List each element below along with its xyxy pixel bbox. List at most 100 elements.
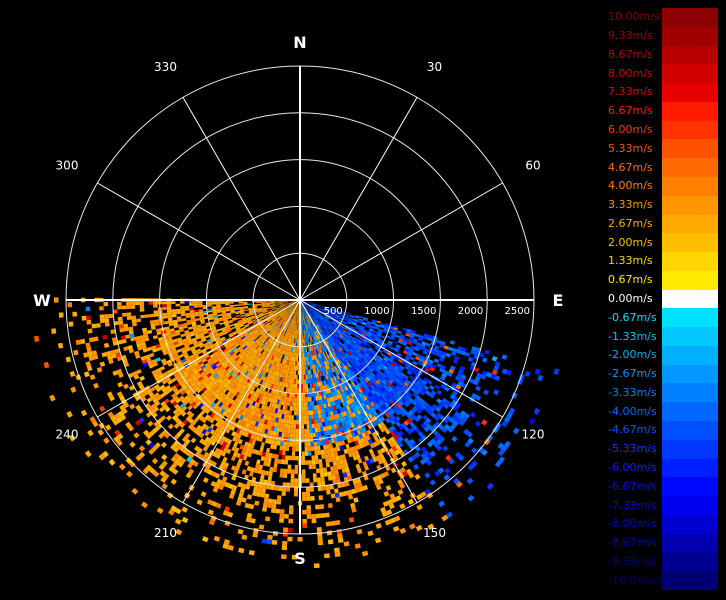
velocity-cell [301, 433, 305, 438]
velocity-cell [285, 401, 289, 406]
velocity-cell [236, 428, 241, 434]
velocity-cell [344, 316, 350, 319]
velocity-cell [286, 346, 289, 351]
velocity-cell [75, 339, 81, 346]
velocity-cell [287, 423, 291, 429]
velocity-cell [149, 352, 155, 358]
velocity-cell [224, 481, 230, 488]
velocity-cell [297, 302, 299, 308]
velocity-cell [296, 329, 298, 335]
velocity-cell [356, 394, 361, 400]
velocity-cell [264, 419, 268, 425]
velocity-cell [377, 417, 383, 424]
velocity-cell [277, 316, 281, 320]
velocity-cell [377, 449, 383, 455]
velocity-cell [272, 324, 277, 329]
velocity-cell [344, 400, 349, 406]
velocity-cell [293, 315, 296, 321]
velocity-cell [243, 396, 248, 402]
velocity-cell [189, 331, 195, 335]
velocity-cell [355, 349, 360, 354]
velocity-cell [171, 377, 177, 383]
velocity-cell [261, 418, 266, 424]
velocity-cell [116, 416, 123, 424]
velocity-cell [261, 469, 266, 475]
velocity-cell [219, 419, 225, 425]
velocity-cell [408, 375, 415, 380]
velocity-cell [151, 457, 159, 465]
velocity-cell [286, 327, 289, 332]
velocity-cell [297, 320, 299, 326]
velocity-cell [313, 315, 317, 320]
velocity-cell [219, 373, 225, 379]
velocity-cell [284, 316, 288, 321]
velocity-cell [334, 409, 339, 415]
velocity-cell [128, 348, 134, 354]
velocity-cell [306, 338, 308, 343]
velocity-cell [286, 312, 290, 317]
velocity-cell [290, 304, 295, 308]
velocity-cell [194, 363, 200, 368]
velocity-cell [377, 330, 383, 334]
velocity-cell [337, 533, 343, 539]
velocity-cell [233, 385, 239, 391]
velocity-cell [395, 415, 401, 422]
velocity-cell [264, 351, 268, 357]
velocity-cell [287, 365, 290, 370]
velocity-cell [416, 353, 422, 359]
velocity-cell [243, 309, 249, 312]
velocity-cell [317, 311, 322, 315]
velocity-cell [362, 461, 368, 467]
velocity-cell [337, 537, 344, 543]
velocity-cell [248, 362, 253, 368]
velocity-cell [414, 390, 420, 396]
velocity-cell [226, 337, 231, 342]
velocity-cell [262, 350, 267, 356]
velocity-cell [355, 444, 361, 450]
velocity-cell [333, 339, 338, 344]
velocity-cell [181, 405, 188, 412]
velocity-cell [289, 333, 292, 338]
velocity-cell [266, 305, 271, 307]
velocity-cell [278, 381, 282, 387]
velocity-cell [349, 437, 355, 443]
velocity-cell [344, 341, 349, 346]
velocity-cell [402, 350, 408, 355]
velocity-cell [330, 315, 335, 319]
velocity-cell [284, 405, 288, 411]
velocity-cell [256, 436, 261, 442]
velocity-cell [408, 397, 414, 403]
velocity-cell [304, 446, 308, 452]
velocity-cell [285, 317, 289, 322]
velocity-cell [277, 343, 280, 348]
velocity-cell [244, 441, 249, 447]
velocity-cell [182, 338, 188, 343]
velocity-cell [366, 387, 371, 393]
velocity-cell [319, 467, 324, 473]
velocity-cell [262, 308, 267, 311]
velocity-cell [197, 350, 203, 355]
velocity-cell [303, 306, 305, 311]
velocity-cell [313, 336, 316, 341]
velocity-cell [92, 354, 99, 360]
velocity-cell [316, 324, 320, 329]
velocity-cell [309, 401, 313, 406]
velocity-cell [161, 379, 168, 385]
velocity-cell [287, 332, 290, 338]
velocity-cell [279, 367, 282, 373]
velocity-cell [312, 331, 315, 337]
velocity-cell [239, 420, 245, 426]
velocity-cell [292, 361, 295, 366]
velocity-cell [298, 316, 300, 321]
velocity-cell [278, 334, 282, 339]
velocity-cell [340, 345, 345, 350]
velocity-cell [192, 339, 198, 344]
velocity-cell [350, 488, 357, 495]
velocity-cell [262, 483, 267, 489]
velocity-cell [264, 456, 269, 462]
velocity-cell [307, 301, 312, 304]
velocity-cell [416, 387, 422, 393]
velocity-cell [306, 509, 312, 515]
velocity-cell [185, 415, 192, 422]
velocity-cell [321, 331, 326, 336]
